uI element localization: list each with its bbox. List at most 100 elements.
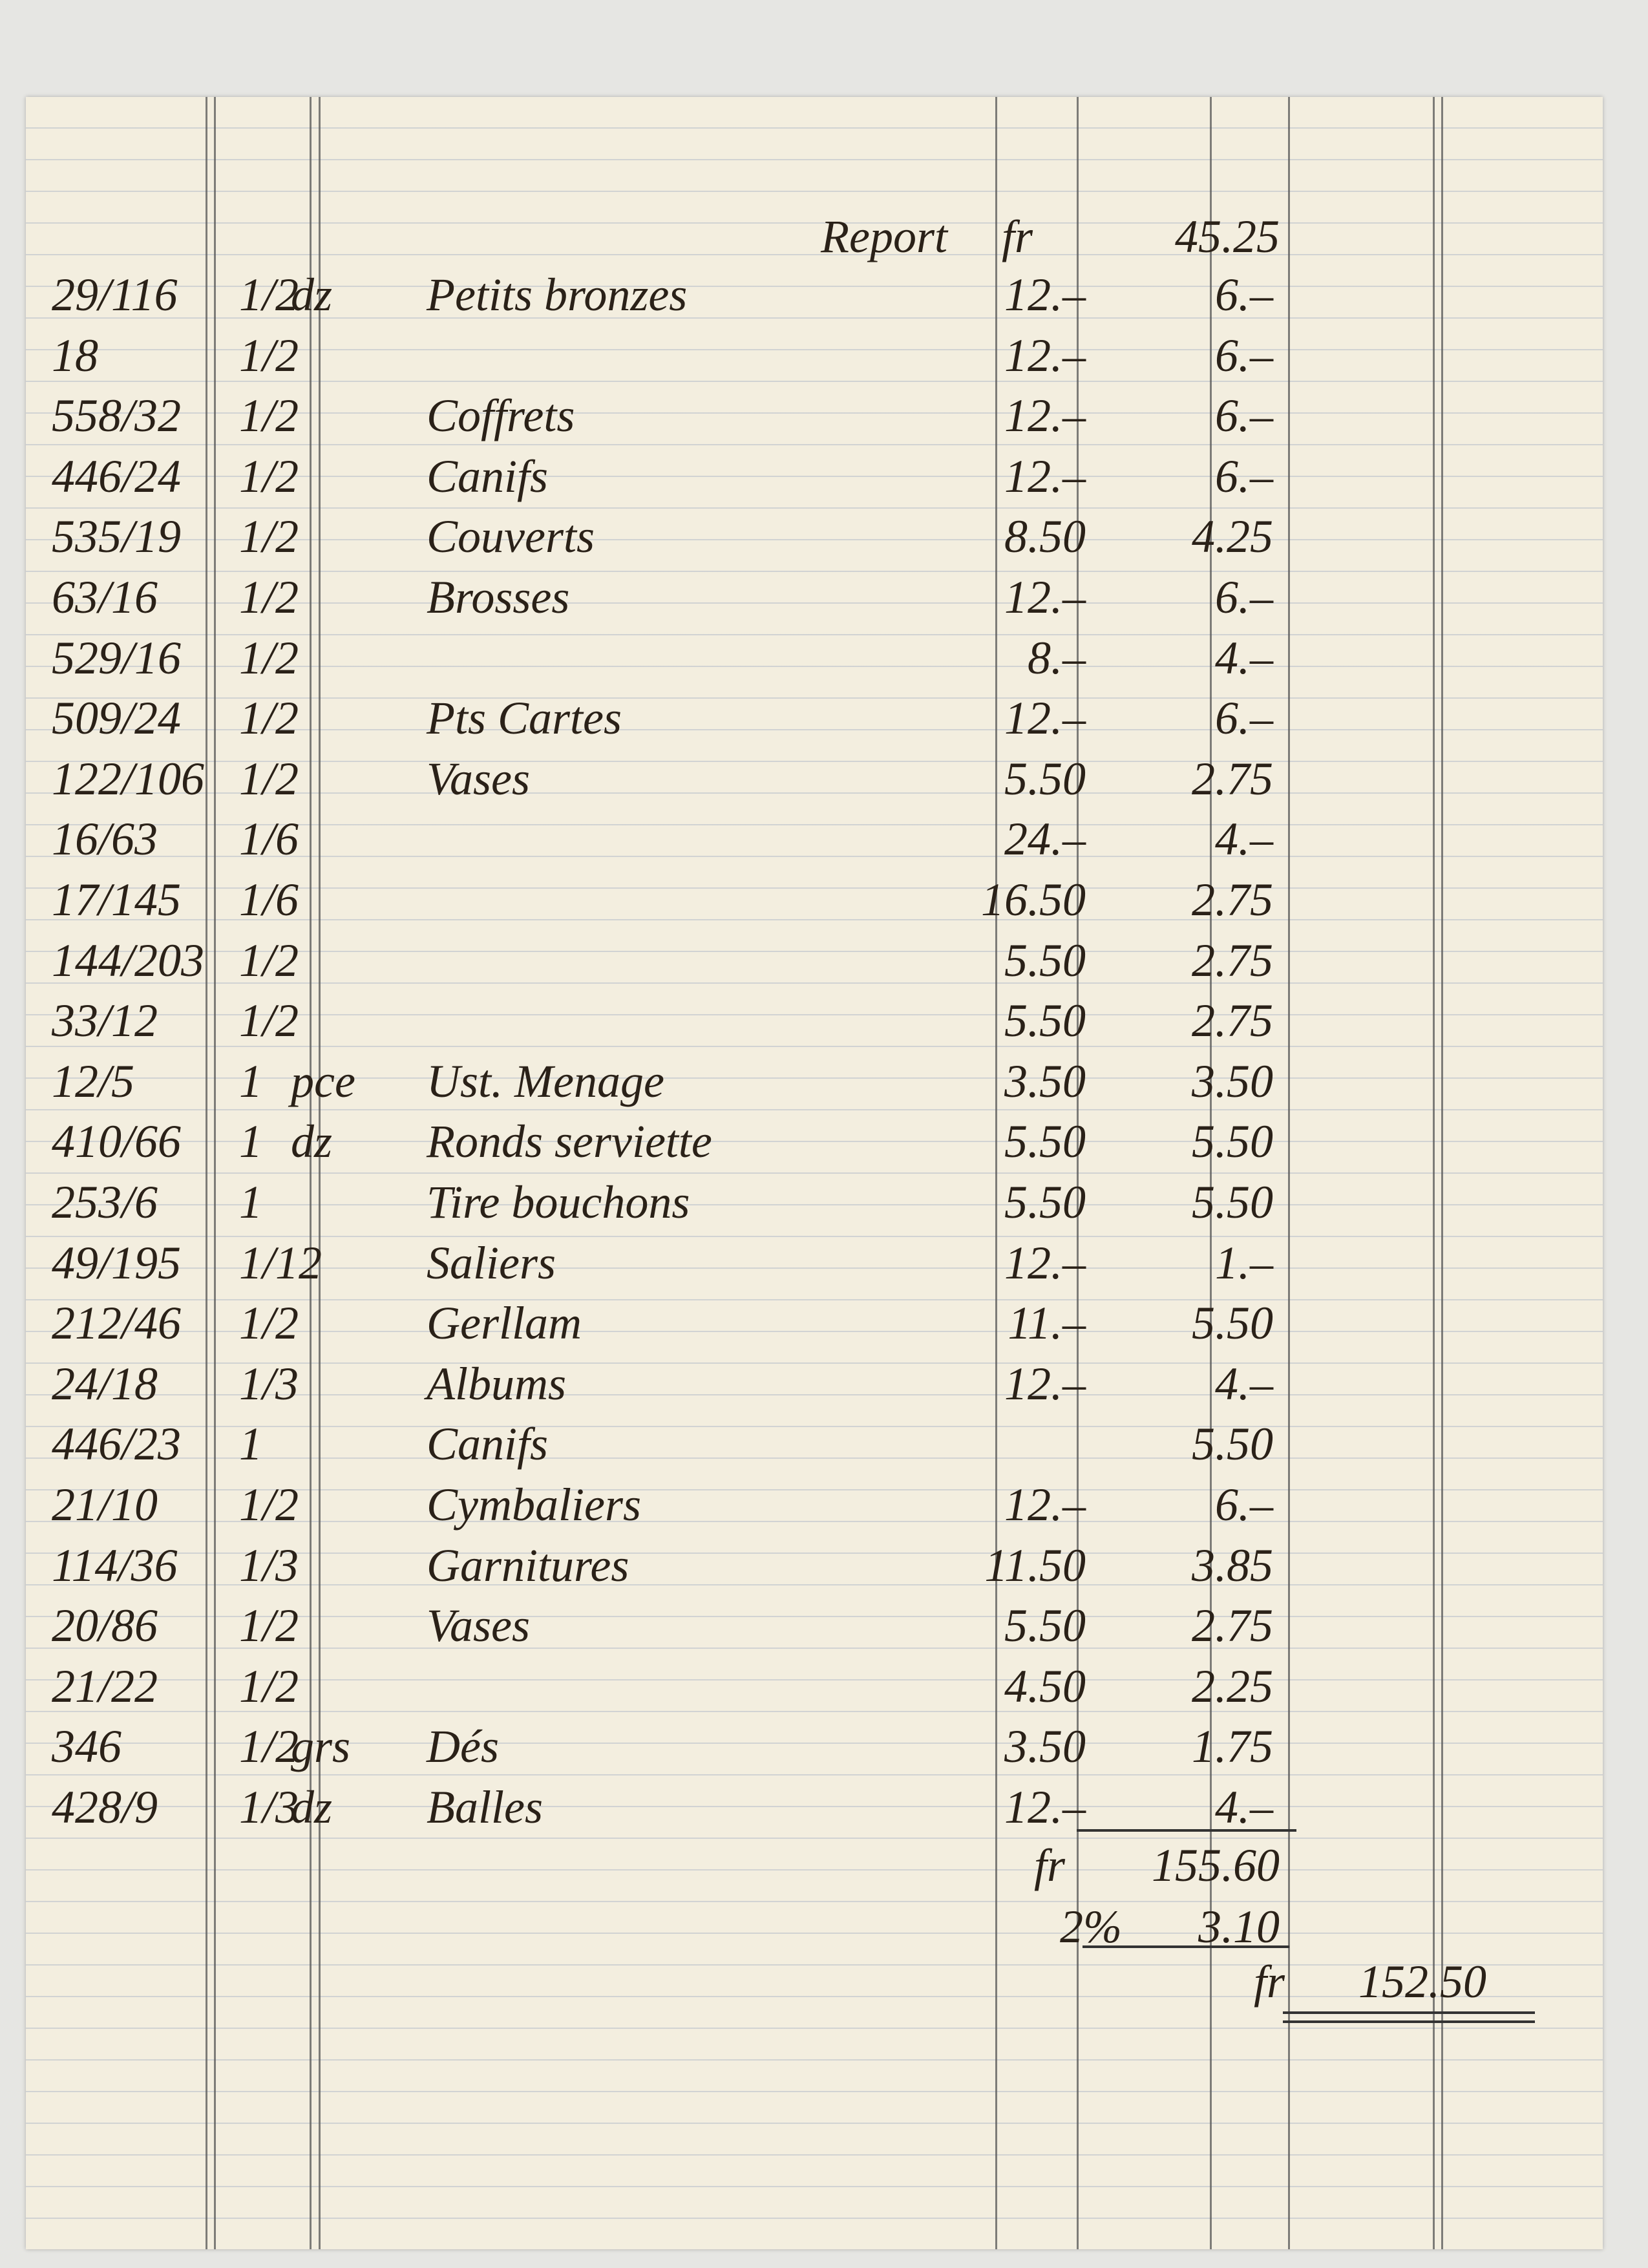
column-rule [1210,97,1212,2249]
item-amount: 6.– [1215,571,1273,623]
item-qty: 1/6 [239,874,299,926]
item-description: Couverts [427,511,595,563]
item-description: Garnitures [427,1539,629,1591]
item-ref: 17/145 [52,874,182,926]
unit-price: 8.– [1028,631,1086,684]
item-description: Ronds serviette [427,1116,712,1168]
item-qty: 1/2 [239,1600,299,1652]
column-rule [214,97,216,2249]
item-amount: 4.– [1215,1781,1273,1833]
item-qty: 1 [239,1055,262,1107]
unit-price: 5.50 [1004,1176,1086,1228]
column-rule [310,97,312,2249]
unit-price: 24.– [1004,813,1086,865]
item-description: Gerllam [427,1297,582,1350]
item-ref: 21/10 [52,1479,158,1531]
item-qty: 1/3 [239,1357,299,1410]
item-ref: 446/23 [52,1418,182,1470]
column-rule [206,97,207,2249]
item-amount: 2.75 [1192,1600,1273,1652]
item-ref: 33/12 [52,995,158,1047]
item-amount: 5.50 [1192,1418,1273,1470]
unit-price: 5.50 [1004,1600,1086,1652]
item-ref: 509/24 [52,692,182,745]
item-amount: 5.50 [1192,1297,1273,1350]
unit-price: 5.50 [1004,1116,1086,1168]
sum-rule [1083,1945,1289,1948]
column-rule [1288,97,1290,2249]
item-qty: 1/2 [239,631,299,684]
discount: 3.10 [1198,1901,1280,1953]
item-ref: 20/86 [52,1600,158,1652]
unit-price: 12.– [1004,390,1086,442]
item-description: Canifs [427,450,549,502]
item-qty: 1/2 [239,1297,299,1350]
currency: fr [1034,1839,1066,1891]
item-description: Petits bronzes [427,269,688,321]
item-ref: 410/66 [52,1116,182,1168]
item-qty: 1/2 [239,329,299,381]
item-description: Albums [427,1357,566,1410]
item-description: Tire bouchons [427,1176,690,1228]
sum-rule [1077,1829,1296,1832]
unit-price: 5.50 [1004,995,1086,1047]
item-qty: 1/2 [239,511,299,563]
item-ref: 144/203 [52,934,205,986]
unit-price: 12.– [1004,329,1086,381]
item-amount: 2.25 [1192,1660,1273,1712]
item-unit: pce [291,1055,355,1107]
item-amount: 5.50 [1192,1116,1273,1168]
item-amount: 1.75 [1192,1721,1273,1773]
item-qty: 1 [239,1116,262,1168]
item-ref: 18 [52,329,98,381]
item-qty: 1/3 [239,1781,299,1833]
item-ref: 346 [52,1721,121,1773]
item-qty: 1/2 [239,390,299,442]
item-qty: 1 [239,1418,262,1470]
item-qty: 1/3 [239,1539,299,1591]
item-amount: 2.75 [1192,874,1273,926]
item-ref: 535/19 [52,511,182,563]
unit-price: 12.– [1004,450,1086,502]
report-label: Report [821,211,947,262]
item-description: Ust. Menage [427,1055,664,1107]
item-unit: grs [291,1721,351,1773]
unit-price: 4.50 [1004,1660,1086,1712]
item-ref: 253/6 [52,1176,158,1228]
unit-price: 12.– [1004,1479,1086,1531]
unit-price: 5.50 [1004,752,1086,805]
item-unit: dz [291,269,333,321]
unit-price: 16.50 [981,874,1086,926]
report-amount: 45.25 [1175,211,1280,262]
unit-price: 3.50 [1004,1055,1086,1107]
net-total: 152.50 [1358,1956,1486,2008]
item-amount: 1.– [1215,1236,1273,1289]
item-description: Brosses [427,571,570,623]
item-qty: 1/2 [239,752,299,805]
unit-price: 11.50 [984,1539,1086,1591]
item-qty: 1/2 [239,571,299,623]
item-qty: 1/2 [239,1479,299,1531]
currency: fr [1002,211,1033,262]
double-rule [1283,2020,1535,2023]
unit-price: 12.– [1004,1236,1086,1289]
item-description: Vases [427,752,530,805]
column-rule [1077,97,1079,2249]
item-ref: 212/46 [52,1297,182,1350]
item-ref: 114/36 [52,1539,178,1591]
item-qty: 1/2 [239,692,299,745]
discount-label: 2% [1060,1901,1122,1953]
column-rule [995,97,997,2249]
item-ref: 558/32 [52,390,182,442]
currency: fr [1254,1956,1285,2008]
unit-price: 8.50 [1004,511,1086,563]
item-qty: 1/2 [239,450,299,502]
unit-price: 3.50 [1004,1721,1086,1773]
column-rule [319,97,321,2249]
item-amount: 6.– [1215,450,1273,502]
item-description: Pts Cartes [427,692,622,745]
item-ref: 446/24 [52,450,182,502]
item-amount: 2.75 [1192,995,1273,1047]
unit-price: 12.– [1004,692,1086,745]
